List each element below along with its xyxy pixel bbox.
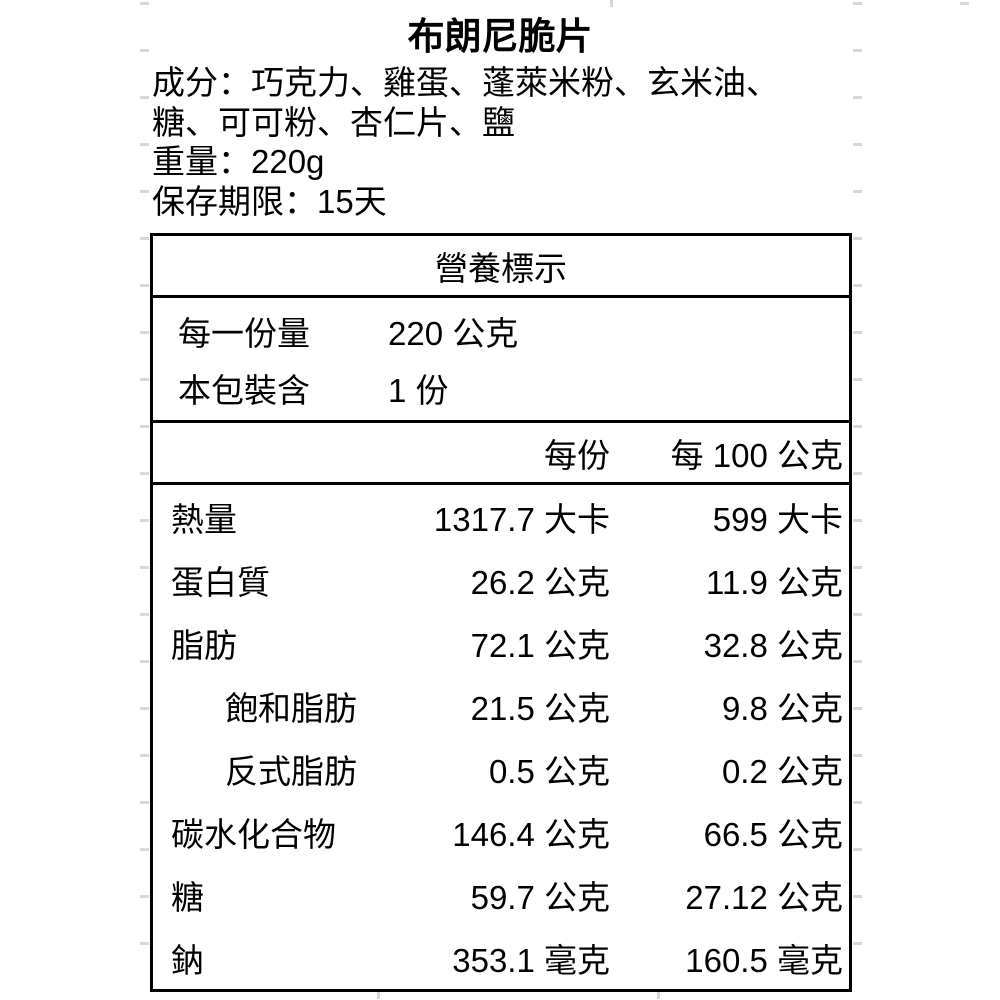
serving-info-section: 每一份量 220 公克 本包裝含 1 份 [153, 298, 849, 423]
gridline-tick [140, 754, 149, 757]
product-info-block: 成分：巧克力、雞蛋、蓬萊米粉、玄米油、 糖、可可粉、杏仁片、鹽 重量：220g … [152, 63, 852, 221]
nutrition-row-per-serving: 353.1 毫克 [452, 941, 610, 979]
nutrition-row-label: 反式脂肪 [225, 752, 357, 790]
gridline-tick [140, 284, 149, 287]
gridline-tick [853, 425, 862, 428]
nutrition-row-per-100g: 27.12 公克 [685, 878, 843, 916]
gridline-tick [140, 848, 149, 851]
gridline-tick [853, 143, 862, 146]
gridline-tick [853, 2, 862, 5]
gridline-tick [853, 707, 862, 710]
gridline-tick [853, 848, 862, 851]
gridline-tick [140, 378, 149, 381]
gridline-tick [140, 49, 149, 52]
nutrition-row-label: 脂肪 [171, 626, 237, 664]
nutrition-row-label: 鈉 [171, 941, 204, 979]
gridline-tick [853, 660, 862, 663]
gridline-tick [610, 0, 613, 7]
nutrition-row-fat: 脂肪 72.1 公克 32.8 公克 [153, 611, 849, 674]
gridline-tick [140, 801, 149, 804]
gridline-tick [140, 2, 149, 5]
shelf-life-line: 保存期限：15天 [152, 182, 387, 220]
gridline-tick [853, 284, 862, 287]
nutrition-row-per-serving: 21.5 公克 [470, 689, 610, 727]
nutrition-row-label: 熱量 [171, 500, 237, 538]
gridline-tick [853, 49, 862, 52]
nutrition-row-per-serving: 59.7 公克 [470, 878, 610, 916]
nutrition-row-per-100g: 32.8 公克 [703, 626, 843, 664]
gridline-tick [853, 331, 862, 334]
column-header-per-serving: 每份 [544, 436, 610, 474]
nutrition-row-label: 飽和脂肪 [225, 689, 357, 727]
nutrition-row-per-100g: 160.5 毫克 [685, 941, 843, 979]
gridline-tick [960, 2, 969, 5]
serving-size-label: 每一份量 [178, 314, 310, 352]
servings-per-package-label: 本包裝含 [178, 371, 310, 409]
gridline-tick [140, 660, 149, 663]
gridline-tick [140, 96, 149, 99]
nutrition-row-label: 碳水化合物 [171, 815, 336, 853]
gridline-tick [140, 190, 149, 193]
gridline-tick [853, 96, 862, 99]
gridline-tick [140, 613, 149, 616]
ingredients-line-2: 糖、可可粉、杏仁片、鹽 [152, 103, 515, 141]
gridline-tick [853, 237, 862, 240]
product-title: 布朗尼脆片 [407, 16, 593, 57]
gridline-tick [853, 519, 862, 522]
nutrition-row-calories: 熱量 1317.7 大卡 599 大卡 [153, 485, 849, 548]
gridline-tick [140, 519, 149, 522]
nutrition-row-per-serving: 146.4 公克 [452, 815, 610, 853]
nutrition-table: 營養標示 每一份量 220 公克 本包裝含 1 份 每份 每 100 公克 熱量 [150, 233, 852, 992]
gridline-tick [140, 237, 149, 240]
gridline-tick [853, 472, 862, 475]
gridline-tick [140, 895, 149, 898]
gridline-tick [657, 992, 660, 999]
nutrition-row-protein: 蛋白質 26.2 公克 11.9 公克 [153, 548, 849, 611]
nutrition-rows-section: 熱量 1317.7 大卡 599 大卡 蛋白質 26.2 公克 11.9 公克 … [153, 485, 849, 989]
nutrition-row-trans-fat: 反式脂肪 0.5 公克 0.2 公克 [153, 737, 849, 800]
gridline-tick [853, 613, 862, 616]
gridline-tick [140, 707, 149, 710]
gridline-tick [853, 190, 862, 193]
nutrition-table-title: 營養標示 [435, 249, 567, 287]
gridline-tick [377, 992, 380, 999]
serving-size-row: 每一份量 220 公克 [153, 307, 849, 355]
gridline-tick [853, 895, 862, 898]
nutrition-row-per-serving: 0.5 公克 [488, 752, 610, 790]
servings-per-package-value: 1 份 [388, 371, 449, 409]
nutrition-row-per-serving: 26.2 公克 [470, 563, 610, 601]
gridline-tick [140, 472, 149, 475]
nutrition-row-label: 蛋白質 [171, 563, 270, 601]
gridline-tick [140, 942, 149, 945]
gridline-tick [140, 143, 149, 146]
column-header-per-100g: 每 100 公克 [670, 436, 843, 474]
nutrition-row-per-100g: 599 大卡 [712, 500, 843, 538]
nutrition-row-per-100g: 11.9 公克 [706, 563, 843, 601]
nutrition-row-per-100g: 9.8 公克 [721, 689, 843, 727]
nutrition-row-sugar: 糖 59.7 公克 27.12 公克 [153, 863, 849, 926]
serving-size-value: 220 公克 [388, 314, 519, 352]
nutrition-row-per-100g: 0.2 公克 [721, 752, 843, 790]
nutrition-row-per-serving: 1317.7 大卡 [433, 500, 610, 538]
gridline-tick [140, 566, 149, 569]
column-header-row: 每份 每 100 公克 [153, 423, 849, 485]
gridline-tick [140, 425, 149, 428]
nutrition-row-carbohydrate: 碳水化合物 146.4 公克 66.5 公克 [153, 800, 849, 863]
nutrition-table-title-row: 營養標示 [153, 236, 849, 298]
gridline-tick [853, 566, 862, 569]
servings-per-package-row: 本包裝含 1 份 [153, 364, 849, 412]
gridline-tick [853, 754, 862, 757]
weight-line: 重量：220g [152, 143, 325, 180]
gridline-tick [853, 942, 862, 945]
gridline-tick [140, 331, 149, 334]
nutrition-row-saturated-fat: 飽和脂肪 21.5 公克 9.8 公克 [153, 674, 849, 737]
nutrition-row-label: 糖 [171, 878, 204, 916]
gridline-tick [853, 378, 862, 381]
ingredients-line-1: 成分：巧克力、雞蛋、蓬萊米粉、玄米油、 [152, 64, 779, 101]
nutrition-row-per-100g: 66.5 公克 [703, 815, 843, 853]
gridline-tick [853, 801, 862, 804]
nutrition-row-sodium: 鈉 353.1 毫克 160.5 毫克 [153, 926, 849, 989]
nutrition-row-per-serving: 72.1 公克 [470, 626, 610, 664]
